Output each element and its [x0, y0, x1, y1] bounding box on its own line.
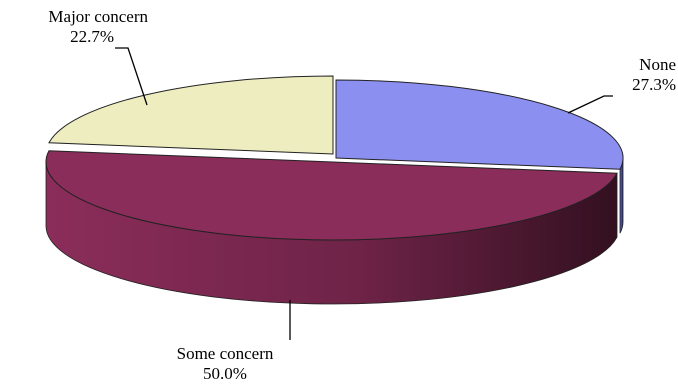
label-none-value: 27.3%	[632, 75, 676, 94]
label-major-concern-value: 22.7%	[70, 27, 114, 46]
leader-major-concern	[115, 47, 148, 106]
label-some-concern: Some concern 50.0%	[150, 344, 300, 384]
label-none-name: None	[639, 55, 676, 74]
label-some-concern-value: 50.0%	[203, 364, 247, 383]
label-major-concern-name: Major concern	[48, 7, 148, 26]
label-none: None 27.3%	[612, 55, 676, 95]
label-some-concern-name: Some concern	[176, 344, 274, 363]
label-major-concern: Major concern 22.7%	[6, 7, 148, 47]
slice-major-concern	[48, 75, 334, 155]
slice-none	[335, 79, 624, 170]
slice-some-concern	[45, 150, 618, 241]
leader-none	[567, 95, 613, 114]
